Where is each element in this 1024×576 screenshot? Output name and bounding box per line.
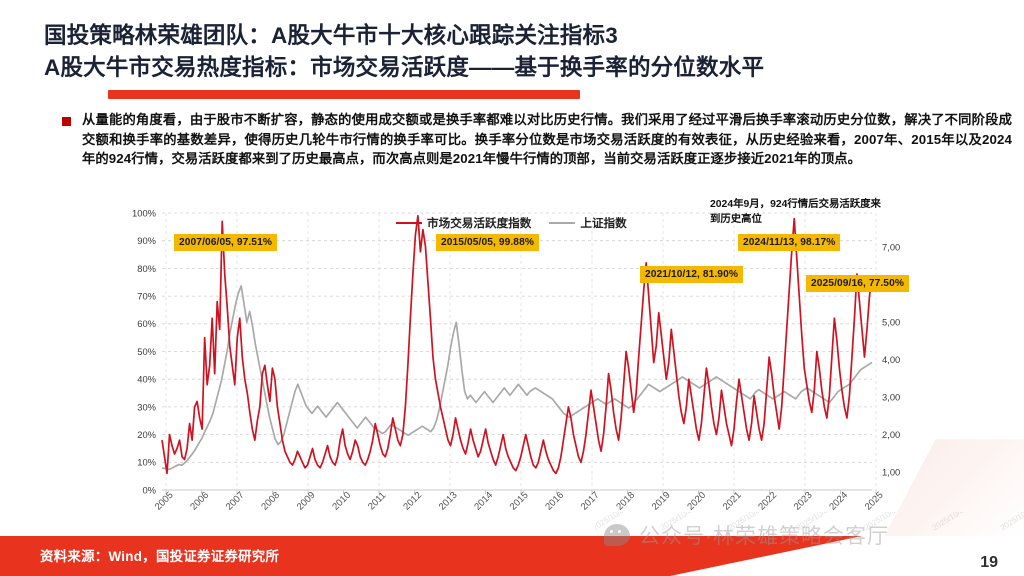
page-title-line-1: 国投策略林荣雄团队：A股大牛市十大核心跟踪关注指标3 [44, 23, 618, 48]
svg-text:2009: 2009 [295, 490, 318, 513]
svg-text:2006: 2006 [188, 490, 211, 513]
svg-text:20%: 20% [137, 429, 156, 440]
chart-callout-2007: 2007/06/05, 97.51% [174, 234, 277, 251]
svg-text:2016: 2016 [543, 490, 566, 513]
watermark-date-tile: 2025/10/06 [998, 512, 1024, 533]
chart-legend: 市场交易活跃度指数 上证指数 [396, 215, 627, 231]
svg-text:2008: 2008 [259, 490, 282, 513]
svg-text:2015: 2015 [508, 490, 531, 513]
line-chart-svg: 100% 90% 80% 70% 60% 50% 40% 30% 20% 10% 0% 7,000 6… [132, 207, 900, 512]
svg-text:2017: 2017 [579, 490, 602, 513]
svg-text:2011: 2011 [366, 490, 388, 512]
legend-swatch-red-icon [396, 221, 422, 225]
chart-left-axis-ticks: 100% 90% 80% 70% 60% 50% 40% 30% 20% 10% 0% [132, 207, 156, 495]
svg-text:2023: 2023 [792, 490, 815, 513]
svg-text:80%: 80% [137, 263, 156, 274]
svg-text:2012: 2012 [401, 490, 424, 513]
page-number: 19 [980, 554, 998, 571]
svg-text:5,000: 5,000 [882, 316, 900, 327]
wechat-watermark: 公众号·林荣雄策略会客厅 [604, 520, 889, 550]
svg-text:70%: 70% [137, 291, 156, 302]
wechat-watermark-text: 公众号·林荣雄策略会客厅 [639, 525, 889, 548]
chart-container: 100% 90% 80% 70% 60% 50% 40% 30% 20% 10% 0% 7,000 6… [130, 195, 900, 525]
svg-text:2021: 2021 [721, 490, 744, 513]
body-paragraph-text: 从量能的角度看，由于股市不断扩容，静态的使用成交额或是换手率都难以对比历史行情。… [82, 112, 1012, 166]
svg-text:0%: 0% [142, 484, 156, 495]
slide-title-block: 国投策略林荣雄团队：A股大牛市十大核心跟踪关注指标3 A股大牛市交易热度指标：市… [44, 20, 1004, 84]
source-text: 资料来源：Wind，国投证券证券研究所 [40, 549, 280, 564]
svg-text:2,000: 2,000 [882, 429, 900, 440]
legend-swatch-gray-icon [549, 221, 576, 225]
chart-callout-2015: 2015/05/05, 99.88% [436, 234, 539, 251]
svg-text:100%: 100% [132, 207, 156, 218]
svg-text:30%: 30% [137, 401, 156, 412]
svg-text:2005: 2005 [153, 490, 176, 513]
svg-text:2018: 2018 [614, 490, 637, 513]
watermark-date-tile: 2025/10/06 [930, 512, 970, 533]
svg-text:50%: 50% [137, 346, 156, 357]
svg-text:2020: 2020 [685, 490, 708, 513]
svg-text:3,000: 3,000 [882, 391, 900, 402]
page-title-line-2: A股大牛市交易热度指标：市场交易活跃度——基于换手率的分位数水平 [44, 55, 765, 80]
chart-annotation-note: 2024年9月，924行情后交易活跃度来到历史高位 [710, 199, 881, 225]
series-line-market-activity [161, 214, 873, 475]
bullet-square-icon [62, 117, 71, 126]
chart-gridlines [162, 212, 877, 490]
legend-label-market-activity: 市场交易活跃度指数 [427, 217, 532, 230]
svg-text:2007: 2007 [224, 490, 247, 513]
title-underline-rule [108, 90, 580, 99]
svg-text:7,000: 7,000 [882, 241, 900, 252]
svg-text:60%: 60% [137, 318, 156, 329]
chart-callout-2021: 2021/10/12, 81.90% [640, 266, 743, 283]
legend-label-shanghai-index: 上证指数 [580, 217, 627, 230]
svg-text:2010: 2010 [330, 490, 353, 513]
svg-text:10%: 10% [137, 457, 156, 468]
svg-text:2024: 2024 [827, 489, 850, 512]
body-paragraph-block: 从量能的角度看，由于股市不断扩容，静态的使用成交额或是换手率都难以对比历史行情。… [62, 110, 1012, 169]
legend-item-shanghai-index: 上证指数 [549, 215, 627, 231]
wechat-icon [604, 524, 630, 546]
svg-text:2019: 2019 [650, 490, 673, 513]
chart-x-axis-ticks: 2005 2006 2007 2008 2009 2010 2011 2012 2013 2014… [153, 489, 886, 512]
svg-text:2022: 2022 [756, 490, 779, 513]
chart-callout-2024: 2024/11/13, 98.17% [738, 234, 841, 251]
series-line-shanghai-index [161, 285, 873, 471]
svg-text:2013: 2013 [437, 490, 460, 513]
svg-text:90%: 90% [137, 235, 156, 246]
svg-text:2014: 2014 [472, 489, 495, 512]
legend-item-market-activity: 市场交易活跃度指数 [396, 215, 531, 231]
svg-text:2025: 2025 [863, 490, 886, 513]
svg-text:1,000: 1,000 [882, 466, 900, 477]
chart-callout-2025: 2025/09/16, 77.50% [806, 275, 909, 292]
svg-text:4,000: 4,000 [882, 354, 900, 365]
svg-text:40%: 40% [137, 374, 156, 385]
